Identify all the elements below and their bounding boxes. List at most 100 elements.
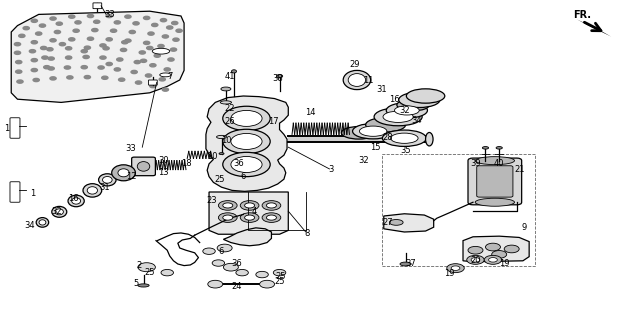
Ellipse shape <box>232 70 236 73</box>
Circle shape <box>44 66 50 69</box>
Polygon shape <box>384 214 434 232</box>
Circle shape <box>16 60 22 64</box>
Circle shape <box>69 15 75 18</box>
Ellipse shape <box>399 92 440 108</box>
Ellipse shape <box>496 147 502 149</box>
Circle shape <box>98 66 104 69</box>
Ellipse shape <box>374 108 422 126</box>
Ellipse shape <box>72 198 80 204</box>
Ellipse shape <box>118 169 129 177</box>
Ellipse shape <box>219 153 224 155</box>
Circle shape <box>162 35 168 38</box>
Circle shape <box>29 50 36 53</box>
FancyBboxPatch shape <box>10 118 20 138</box>
Circle shape <box>152 23 158 27</box>
Circle shape <box>94 20 100 23</box>
Circle shape <box>262 201 281 210</box>
Ellipse shape <box>99 174 116 186</box>
Circle shape <box>158 44 164 48</box>
Circle shape <box>16 70 22 73</box>
Ellipse shape <box>68 195 84 207</box>
Text: 19: 19 <box>444 269 454 278</box>
Circle shape <box>66 47 72 50</box>
Bar <box>288 136 429 142</box>
Text: 25: 25 <box>275 277 285 286</box>
Circle shape <box>84 46 90 49</box>
Text: 20: 20 <box>470 256 480 265</box>
Ellipse shape <box>475 198 514 206</box>
Circle shape <box>140 59 147 62</box>
Circle shape <box>176 29 182 32</box>
Circle shape <box>100 56 106 59</box>
Circle shape <box>50 39 56 42</box>
Circle shape <box>33 78 39 82</box>
Text: 22: 22 <box>225 104 235 113</box>
Circle shape <box>75 21 81 24</box>
Circle shape <box>223 152 270 177</box>
Circle shape <box>69 38 75 41</box>
Circle shape <box>167 26 173 29</box>
Circle shape <box>47 48 53 51</box>
Ellipse shape <box>366 118 406 132</box>
Text: 16: 16 <box>68 194 79 203</box>
Circle shape <box>134 60 140 64</box>
Circle shape <box>106 62 112 66</box>
Circle shape <box>160 19 167 22</box>
Circle shape <box>31 68 37 72</box>
Circle shape <box>148 32 154 35</box>
Text: 5: 5 <box>134 279 139 288</box>
Text: 12: 12 <box>126 172 136 180</box>
Text: 37: 37 <box>405 260 416 268</box>
Ellipse shape <box>152 48 170 54</box>
Circle shape <box>17 80 23 83</box>
Bar <box>382 154 535 266</box>
FancyBboxPatch shape <box>149 80 157 85</box>
Circle shape <box>23 27 29 30</box>
Circle shape <box>208 280 223 288</box>
Text: 4: 4 <box>252 207 257 216</box>
Circle shape <box>266 215 276 220</box>
Circle shape <box>164 68 170 71</box>
Circle shape <box>236 269 248 276</box>
Circle shape <box>103 47 109 50</box>
Text: 13: 13 <box>158 168 169 177</box>
Text: 34: 34 <box>411 116 422 124</box>
Text: 17: 17 <box>268 117 279 126</box>
Circle shape <box>110 29 117 32</box>
Circle shape <box>203 248 215 254</box>
Circle shape <box>168 58 174 61</box>
Text: 6: 6 <box>219 247 224 256</box>
Ellipse shape <box>406 89 445 103</box>
Ellipse shape <box>221 87 231 91</box>
Circle shape <box>218 213 237 222</box>
Text: 28: 28 <box>383 133 394 142</box>
Ellipse shape <box>348 74 366 86</box>
Ellipse shape <box>87 187 97 194</box>
Circle shape <box>231 156 262 172</box>
Text: 31: 31 <box>99 183 110 192</box>
Circle shape <box>39 24 46 27</box>
Circle shape <box>467 255 484 264</box>
Circle shape <box>129 30 135 34</box>
Ellipse shape <box>482 147 489 149</box>
Circle shape <box>50 77 56 80</box>
Circle shape <box>66 56 72 59</box>
Text: 23: 23 <box>207 196 218 204</box>
Ellipse shape <box>400 262 411 266</box>
Circle shape <box>150 84 156 88</box>
Ellipse shape <box>276 75 283 78</box>
Circle shape <box>240 201 259 210</box>
Text: 39: 39 <box>470 159 481 168</box>
Circle shape <box>122 41 128 44</box>
Text: 35: 35 <box>400 146 411 155</box>
Text: 24: 24 <box>232 282 242 291</box>
Circle shape <box>162 88 168 91</box>
Polygon shape <box>463 236 529 262</box>
Circle shape <box>256 271 268 278</box>
Circle shape <box>131 70 137 74</box>
Ellipse shape <box>383 111 413 123</box>
Text: 36: 36 <box>232 260 243 268</box>
Text: 41: 41 <box>225 72 235 81</box>
Ellipse shape <box>137 162 150 171</box>
Circle shape <box>260 280 275 288</box>
